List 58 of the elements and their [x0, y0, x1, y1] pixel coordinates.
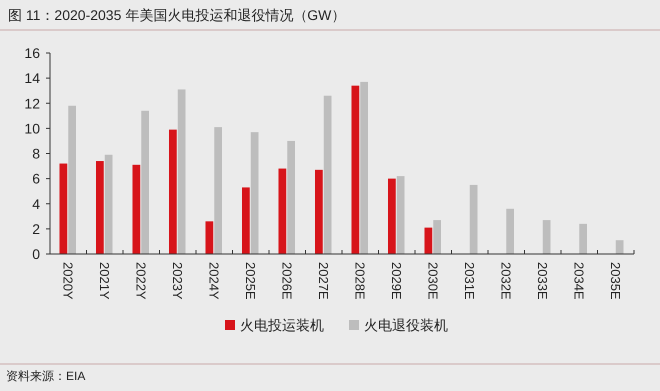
x-tick-label: 2023Y	[170, 262, 185, 300]
bar	[324, 96, 332, 254]
bar	[250, 132, 259, 254]
bar	[360, 82, 368, 254]
x-tick-label: 2032E	[498, 262, 514, 300]
chart-title: 图 11：2020-2035 年美国火电投运和退役情况（GW）	[8, 7, 346, 23]
x-tick-label: 2022Y	[133, 262, 148, 300]
bar	[314, 170, 323, 254]
legend0: 火电投运装机	[225, 317, 324, 333]
x-tick-label: 2029E	[388, 262, 404, 300]
bar	[351, 86, 360, 254]
legend-label: 火电退役装机	[364, 317, 448, 333]
x-tick-label: 2024Y	[206, 262, 222, 300]
y-tick-label: 0	[32, 246, 40, 262]
bar	[278, 168, 286, 254]
x-tick-label: 2020Y	[60, 262, 76, 300]
y-tick-label: 12	[24, 95, 40, 112]
y-tick-label: 16	[24, 45, 40, 61]
legend1: 火电退役装机	[349, 317, 448, 333]
bar	[242, 187, 250, 254]
x-tick-label: 2033E	[534, 262, 550, 300]
y-tick-label: 2	[32, 220, 40, 237]
y-tick-label: 8	[32, 146, 40, 162]
y-tick-label: 4	[32, 196, 40, 212]
bar	[542, 220, 551, 254]
x-tick-label: 2030E	[425, 262, 440, 300]
bar	[104, 154, 113, 254]
x-tick-label: 2026E	[279, 262, 294, 300]
bar	[506, 208, 514, 254]
bar	[96, 161, 104, 254]
bar	[68, 106, 76, 254]
bar	[59, 164, 68, 254]
bar	[168, 130, 177, 254]
bar	[388, 178, 396, 254]
x-tick-label: 2027E	[316, 262, 331, 300]
bar	[616, 240, 624, 254]
bar	[205, 221, 214, 254]
bar	[579, 224, 588, 254]
y-tick-label: 14	[24, 70, 40, 86]
bar	[141, 110, 150, 254]
x-tick-label: 2028E	[352, 262, 368, 300]
x-tick-label: 2021Y	[96, 262, 112, 300]
bar	[178, 89, 186, 254]
y-tick-label: 6	[32, 170, 40, 187]
bar	[287, 140, 296, 254]
legend-label: 火电投运装机	[240, 317, 324, 333]
text: 资料来源：EIA	[6, 369, 86, 383]
bar	[470, 184, 478, 254]
y-tick-label: 10	[24, 120, 40, 136]
x-tick-label: 2034E	[571, 262, 586, 300]
bar	[214, 127, 222, 254]
x-tick-label: 2035E	[608, 262, 623, 300]
x-tick-label: 2031E	[462, 262, 477, 300]
bar	[132, 164, 140, 254]
bar	[433, 220, 442, 254]
bar	[396, 176, 405, 254]
bar	[424, 228, 432, 254]
x-tick-label: 2025E	[242, 262, 258, 300]
